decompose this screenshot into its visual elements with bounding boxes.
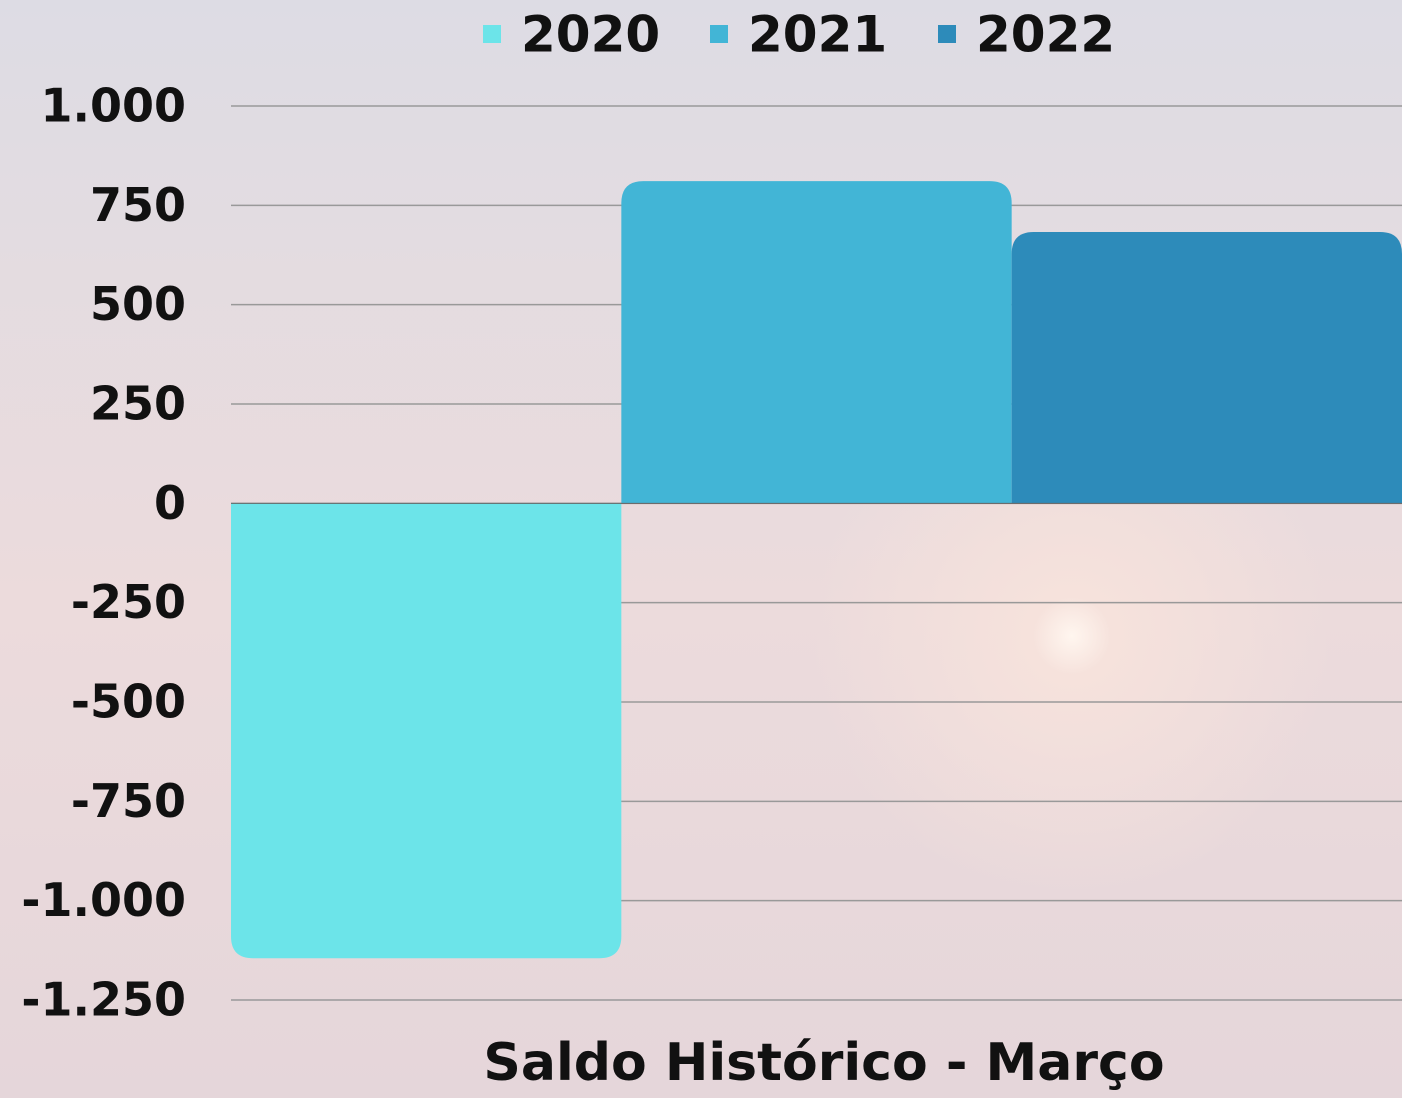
- bar: [621, 181, 1011, 503]
- legend-swatch: [938, 25, 956, 43]
- legend-label: 2021: [748, 6, 887, 64]
- bar: [1012, 232, 1402, 503]
- y-tick-label: -250: [71, 575, 186, 629]
- bar: [231, 503, 621, 958]
- legend-label: 2020: [521, 6, 660, 64]
- x-tick-label: Saldo Histórico - Março: [483, 1033, 1164, 1093]
- y-tick-label: 0: [154, 476, 186, 530]
- legend-label: 2022: [976, 6, 1115, 64]
- chart: 1.000 750 500 250 0 -250 -500 -750 -1.000 -1.250 2…: [0, 0, 1402, 1098]
- y-tick-label: -1.000: [21, 873, 186, 927]
- y-tick-label: 250: [90, 377, 186, 431]
- y-tick-label: 750: [90, 178, 186, 232]
- y-tick-label: -500: [71, 675, 186, 729]
- legend-swatch: [710, 25, 728, 43]
- y-tick-label: -1.250: [21, 973, 186, 1027]
- y-tick-label: 1.000: [40, 79, 186, 133]
- y-tick-label: -750: [71, 774, 186, 828]
- legend-swatch: [483, 25, 501, 43]
- y-tick-label: 500: [90, 277, 186, 331]
- sun-glow: [0, 0, 1402, 1098]
